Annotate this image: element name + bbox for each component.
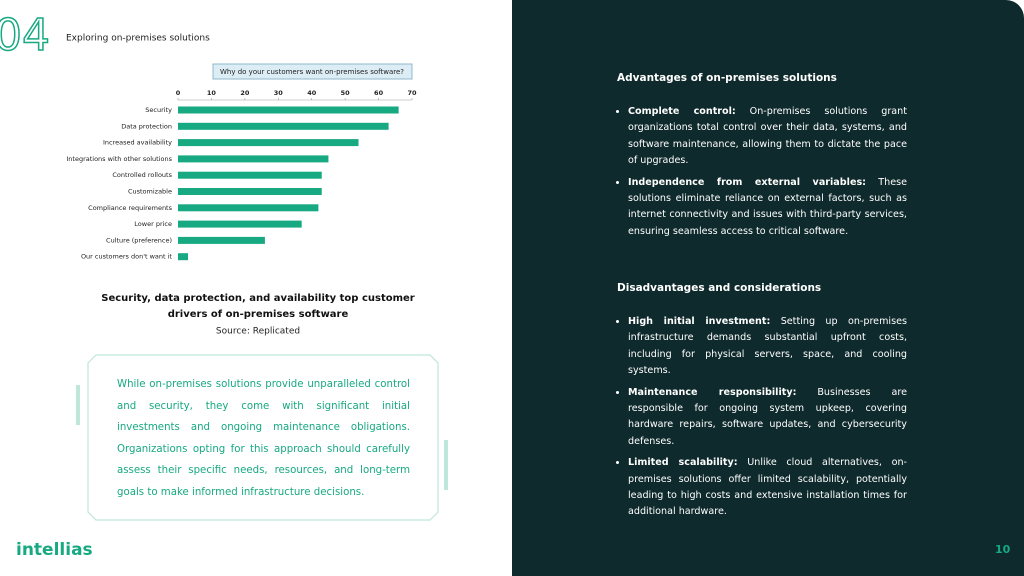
x-tick-label: 20 — [240, 89, 250, 97]
page-number: 10 — [995, 543, 1011, 556]
chart-title: Why do your customers want on-premises s… — [220, 68, 404, 76]
bullet-list: Complete control: On-premises solutions … — [617, 104, 907, 240]
bar — [178, 220, 302, 228]
callout-text: While on-premises solutions provide unpa… — [117, 379, 410, 498]
x-tick-label: 40 — [307, 89, 317, 97]
bullet-text: These solutions eliminate reliance on ex… — [628, 176, 907, 237]
y-tick-label: Customizable — [128, 188, 172, 196]
bar — [178, 236, 265, 244]
bullet-item: Maintenance responsibility: Businesses a… — [628, 385, 907, 451]
section-heading: Disadvantages and considerations — [617, 282, 822, 294]
section-heading: Advantages of on-premises solutions — [617, 72, 837, 84]
section: Disadvantages and considerations High ini… — [617, 282, 907, 526]
caption-title: Security, data protection, and availabil… — [101, 293, 415, 320]
bar — [178, 155, 329, 163]
x-tick-label: 70 — [407, 89, 417, 97]
bullet-item: Complete control: On-premises solutions … — [628, 104, 907, 170]
y-tick-label: Our customers don't want it — [81, 253, 172, 261]
bullet-term: High initial investment: — [628, 316, 771, 327]
bullet-term: Complete control: — [628, 106, 736, 117]
bullet-list: High initial investment: Setting up on-p… — [617, 314, 907, 521]
bar — [178, 139, 359, 147]
bullet-term: Maintenance responsibility: — [628, 386, 797, 398]
bar — [178, 122, 389, 130]
callout-frame — [87, 354, 439, 521]
caption-source: Source: Replicated — [216, 327, 300, 337]
chart: 0 10 20 30 40 50 60 70 Security Data protection In… — [66, 89, 417, 261]
bullet-text: Businesses are responsible for ongoing s… — [628, 386, 907, 447]
bullet-text: Setting up on-premises infrastructure de… — [628, 316, 907, 377]
bullet-item: Independence from external variables: Th… — [628, 175, 907, 241]
callout-accent — [76, 385, 448, 490]
y-tick-label: Lower price — [134, 220, 172, 228]
x-tick-label: 30 — [274, 89, 284, 97]
chart-title-box — [212, 63, 413, 80]
bullet-text: Unlike cloud alternatives, on-premises s… — [628, 457, 907, 518]
bar — [178, 253, 189, 261]
bar — [178, 188, 322, 195]
section-title: Exploring on-premises solutions — [66, 34, 210, 44]
right-panel: Advantages of on-premises solutions Compl… — [512, 0, 1024, 576]
y-tick-label: Integrations with other solutions — [66, 155, 172, 163]
section: Advantages of on-premises solutions Compl… — [617, 72, 907, 245]
left-panel: 04 Exploring on-premises solutions Why d… — [0, 9, 448, 560]
x-tick-label: 50 — [341, 89, 351, 97]
x-tick-label: 10 — [207, 89, 217, 97]
bar — [178, 171, 322, 179]
y-tick-label: Compliance requirements — [88, 204, 172, 212]
bullet-text: On-premises solutions grant organization… — [628, 106, 907, 167]
logo: intellias — [16, 540, 93, 560]
bullet-term: Limited scalability: — [628, 457, 738, 469]
bar — [178, 106, 399, 114]
y-tick-label: Controlled rollouts — [112, 171, 172, 179]
bullet-term: Independence from external variables: — [628, 176, 866, 188]
bullet-item: Limited scalability: Unlike cloud altern… — [628, 455, 907, 521]
y-tick-label: Security — [145, 106, 172, 114]
y-tick-label: Culture (preference) — [106, 236, 172, 244]
section-number: 04 — [0, 10, 50, 61]
x-tick-label: 60 — [374, 89, 384, 97]
y-tick-label: Data protection — [121, 122, 172, 130]
y-tick-label: Increased availability — [103, 139, 172, 147]
x-tick-label: 0 — [176, 89, 181, 97]
bullet-item: High initial investment: Setting up on-p… — [628, 314, 907, 380]
bar — [178, 204, 319, 212]
